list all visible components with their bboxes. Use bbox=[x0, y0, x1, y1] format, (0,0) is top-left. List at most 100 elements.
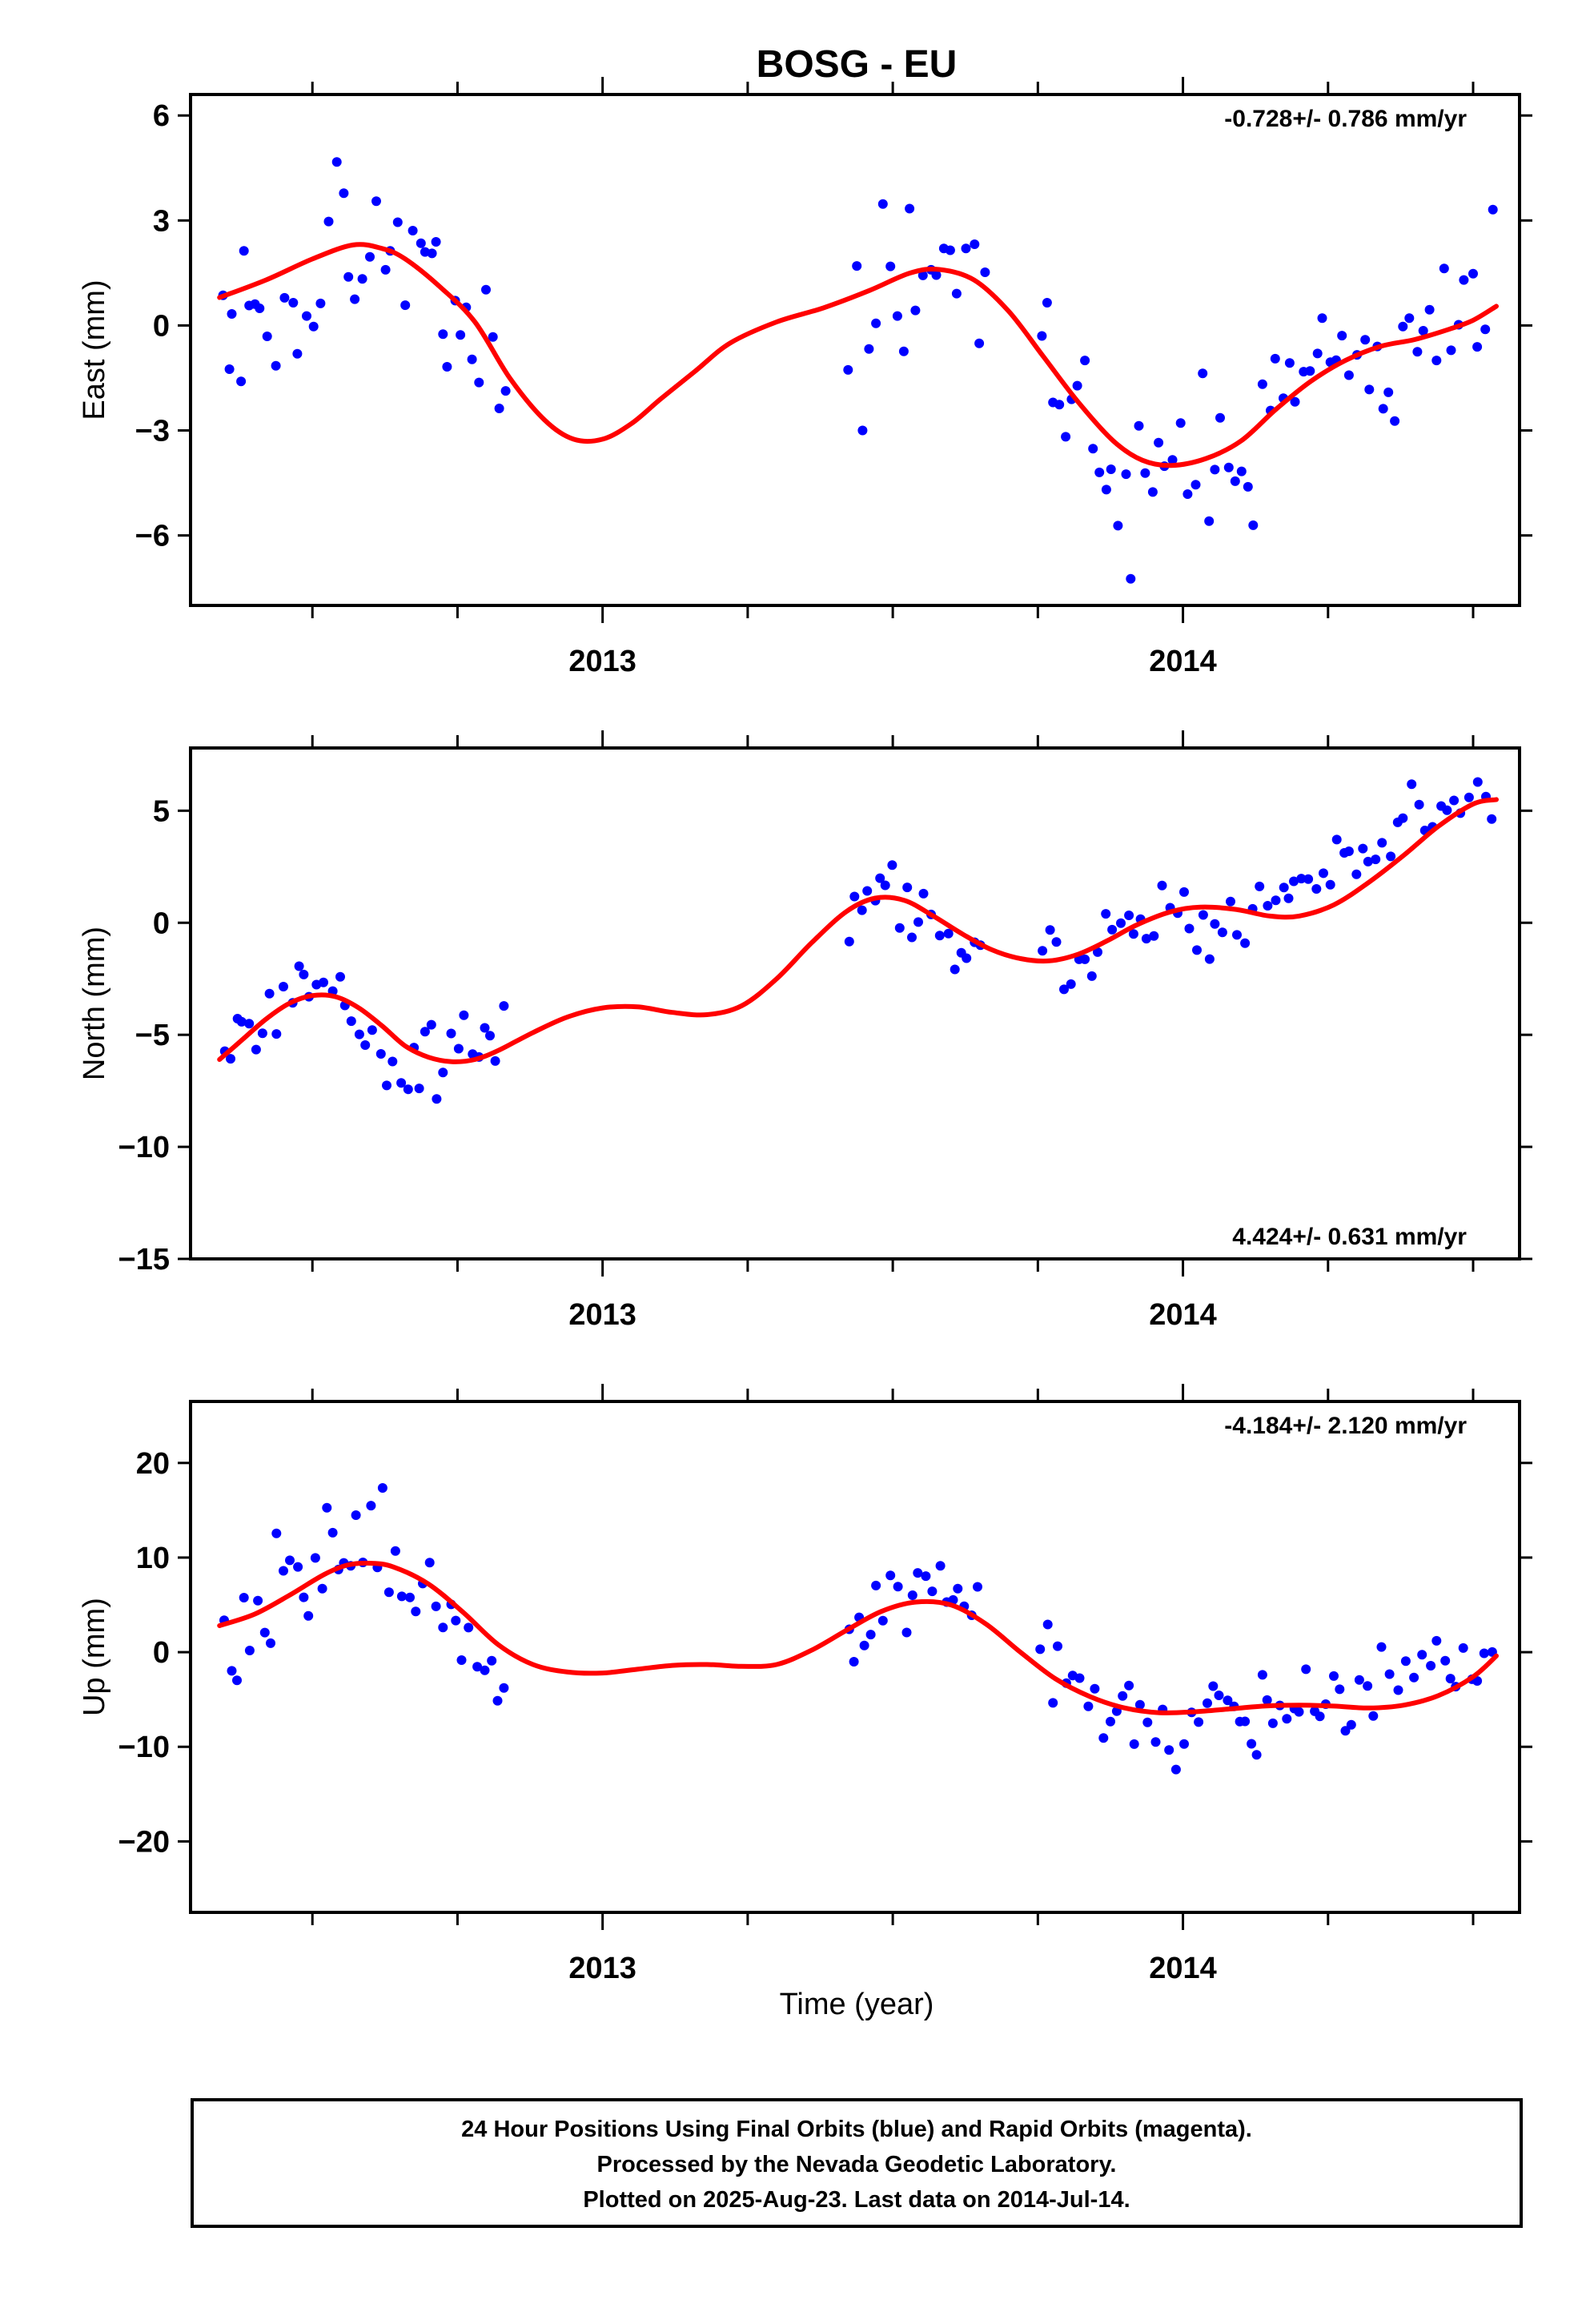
data-point bbox=[885, 1570, 896, 1581]
data-point bbox=[1074, 1673, 1085, 1683]
y-tick-label: 10 bbox=[136, 1542, 170, 1575]
data-point bbox=[405, 1592, 415, 1602]
data-point bbox=[877, 1615, 888, 1626]
data-point bbox=[1106, 1716, 1115, 1727]
data-point bbox=[302, 311, 311, 321]
data-point bbox=[1305, 366, 1315, 376]
data-point bbox=[880, 880, 890, 891]
data-point bbox=[1061, 432, 1071, 442]
data-point bbox=[1446, 345, 1456, 356]
data-point bbox=[426, 1019, 436, 1030]
data-point bbox=[474, 377, 484, 388]
data-point bbox=[1337, 331, 1347, 341]
data-point bbox=[1147, 487, 1158, 497]
data-point bbox=[1263, 901, 1273, 911]
data-point bbox=[1449, 795, 1460, 806]
data-point bbox=[227, 1666, 237, 1676]
data-point bbox=[857, 905, 867, 915]
data-point bbox=[1458, 1642, 1468, 1653]
data-point bbox=[1445, 1674, 1456, 1684]
data-point bbox=[1255, 881, 1265, 891]
data-point bbox=[852, 261, 862, 271]
data-point bbox=[411, 1606, 421, 1617]
data-point bbox=[1378, 404, 1388, 414]
data-point bbox=[1124, 911, 1134, 920]
data-point bbox=[1262, 1695, 1272, 1705]
data-point bbox=[931, 270, 942, 280]
data-point bbox=[1042, 298, 1052, 308]
data-point bbox=[1037, 331, 1047, 341]
data-point bbox=[299, 1592, 309, 1602]
data-point bbox=[1400, 1656, 1411, 1667]
data-point bbox=[1240, 1716, 1251, 1727]
data-point bbox=[239, 1593, 249, 1602]
data-point bbox=[1093, 947, 1102, 957]
velocity-label: -4.184+/- 2.120 mm/yr bbox=[1224, 1413, 1467, 1439]
data-point bbox=[1204, 954, 1215, 964]
data-point bbox=[1480, 324, 1491, 335]
data-point bbox=[1182, 489, 1193, 499]
data-point bbox=[1290, 396, 1300, 407]
data-point bbox=[331, 157, 342, 167]
y-tick-label: 3 bbox=[153, 204, 170, 238]
data-point bbox=[1107, 924, 1118, 935]
data-point bbox=[1398, 813, 1408, 823]
data-point bbox=[1426, 1661, 1436, 1671]
data-point bbox=[1098, 1733, 1109, 1743]
y-tick-label: −3 bbox=[135, 415, 170, 448]
velocity-label: -0.728+/- 0.786 mm/yr bbox=[1224, 106, 1467, 132]
data-point bbox=[1101, 485, 1111, 495]
data-point bbox=[259, 1627, 270, 1638]
data-point bbox=[1284, 358, 1295, 368]
data-point bbox=[1360, 335, 1371, 345]
data-point bbox=[1142, 1717, 1153, 1727]
plot-title: BOSG - EU bbox=[757, 43, 958, 86]
data-point bbox=[1325, 879, 1335, 890]
data-point bbox=[1198, 368, 1208, 379]
data-point bbox=[432, 1094, 442, 1104]
data-point bbox=[1376, 1642, 1387, 1652]
data-point bbox=[1364, 384, 1375, 395]
y-tick-label: −6 bbox=[135, 520, 170, 553]
data-point bbox=[464, 1622, 474, 1633]
data-point bbox=[271, 1029, 282, 1039]
data-point bbox=[279, 1566, 288, 1576]
y-tick-label: −5 bbox=[135, 1019, 170, 1052]
data-point bbox=[294, 961, 304, 971]
up-panel: −20 −10 0 10 20 2013 2014 -4.184+/- 2.120 mm/yr… bbox=[78, 1384, 1532, 1985]
data-point bbox=[1279, 883, 1289, 893]
east-panel: −6 −3 0 3 6 2013 2014 -0.728+/- 0.786 mm/yr East… bbox=[78, 77, 1532, 678]
y-tick-label: −10 bbox=[118, 1131, 170, 1164]
data-point bbox=[1140, 468, 1150, 478]
data-point bbox=[1101, 909, 1111, 919]
data-point bbox=[1346, 1719, 1356, 1730]
y-axis-title: North (mm) bbox=[78, 927, 111, 1080]
y-tick-label: 0 bbox=[153, 309, 170, 343]
data-point bbox=[871, 1580, 881, 1590]
data-point bbox=[1358, 843, 1368, 854]
plot-area bbox=[191, 94, 1520, 605]
data-point bbox=[285, 1555, 295, 1566]
data-point bbox=[1257, 1670, 1267, 1680]
data-point bbox=[420, 1027, 430, 1037]
y-axis-title: East (mm) bbox=[78, 279, 111, 420]
y-tick-label: 0 bbox=[153, 907, 170, 940]
data-point bbox=[323, 216, 334, 227]
data-point bbox=[1134, 420, 1144, 431]
data-point bbox=[1086, 971, 1097, 981]
data-point bbox=[387, 1056, 398, 1067]
data-point bbox=[1106, 464, 1116, 474]
data-point bbox=[1035, 1644, 1046, 1655]
data-point bbox=[293, 1562, 303, 1572]
data-point bbox=[303, 1610, 314, 1621]
data-point bbox=[1134, 1699, 1145, 1710]
data-point bbox=[396, 1078, 407, 1088]
data-point bbox=[414, 1084, 424, 1094]
data-point bbox=[970, 239, 980, 249]
plot-area bbox=[191, 1401, 1520, 1912]
data-point bbox=[1418, 326, 1428, 336]
data-point bbox=[1487, 814, 1497, 824]
data-point bbox=[1468, 268, 1478, 279]
data-point bbox=[865, 1630, 876, 1640]
